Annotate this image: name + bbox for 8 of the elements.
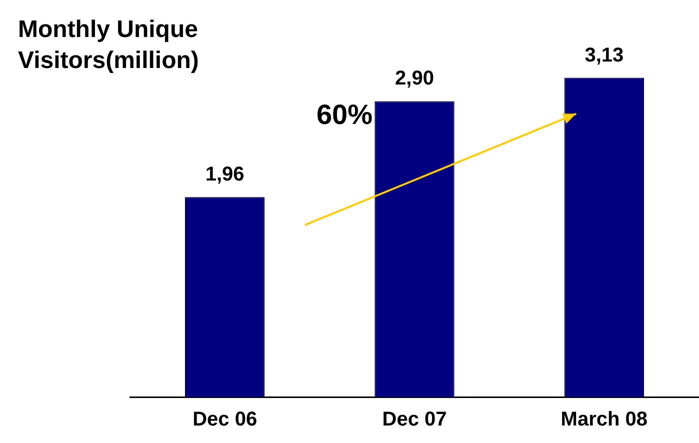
x-tick-label: March 08	[560, 408, 648, 431]
data-label: 1,96	[205, 164, 244, 186]
data-label: 3,13	[584, 44, 624, 66]
chart-title: Monthly Unique Visitors(million)	[18, 15, 200, 76]
data-label: 2,90	[395, 68, 434, 90]
x-tick-label: Dec 07	[382, 408, 447, 431]
x-tick-label: Dec 06	[192, 408, 258, 431]
annotation: 60%	[316, 98, 373, 130]
